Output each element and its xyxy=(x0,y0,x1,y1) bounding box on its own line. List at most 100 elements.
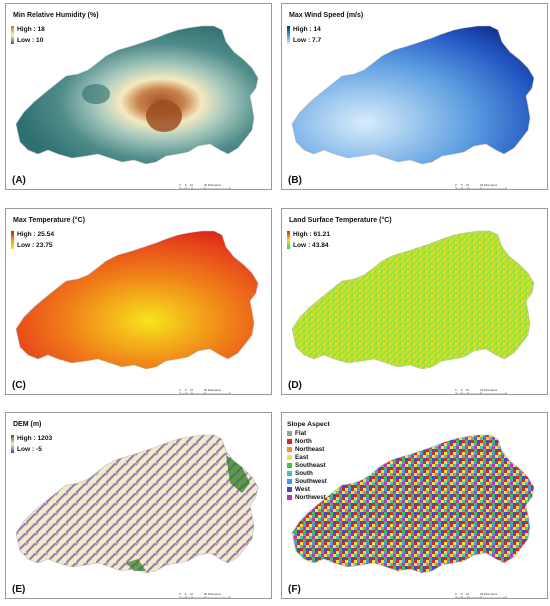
legend-low: Low : 43.84 xyxy=(293,242,329,249)
color-ramp xyxy=(11,26,14,44)
legend-high: High : 25.54 xyxy=(17,231,55,238)
scale-tick-label: 0 xyxy=(179,388,181,392)
map-panel-b: Max Wind Speed (m/s) High : 14 Low : 7.7 0 5… xyxy=(281,3,548,190)
map-panel-a: Min Relative Humidity (%) High : 18 Low : … xyxy=(5,3,272,190)
highland-area xyxy=(126,559,146,571)
scale-bar: 0 5 10 20 Kilometers xyxy=(454,178,524,189)
region-map xyxy=(15,25,259,165)
scale-tick-label: 5 xyxy=(185,183,187,187)
aspect-legend-item: Southeast xyxy=(287,461,330,469)
aspect-swatch xyxy=(287,470,292,476)
legend-low: Low : 10 xyxy=(17,37,44,44)
region-map xyxy=(291,25,535,165)
scale-tick-label: 10 xyxy=(190,388,194,392)
panel-label: (A) xyxy=(12,175,26,186)
legend-high: High : 1203 xyxy=(17,435,53,442)
region-map xyxy=(291,434,535,574)
value-legend: High : 18 Low : 10 xyxy=(11,24,45,46)
region-map xyxy=(15,230,259,370)
legend-high: High : 61.21 xyxy=(293,231,331,238)
aspect-legend-item: Southwest xyxy=(287,477,330,485)
value-legend: High : 61.21 Low : 43.84 xyxy=(287,229,330,251)
map-title: Max Wind Speed (m/s) xyxy=(289,12,364,19)
aspect-label: North xyxy=(295,437,312,445)
humidity-high-area xyxy=(146,100,182,132)
aspect-legend-item: North xyxy=(287,437,330,445)
aspect-legend-item: Flat xyxy=(287,429,330,437)
scale-bar: 0 5 10 20 Kilometers xyxy=(178,178,248,189)
value-legend: High : 1203 Low : -5 xyxy=(11,433,52,455)
aspect-swatch xyxy=(287,494,292,500)
legend-low: Low : -5 xyxy=(17,446,42,453)
scale-tick-label: 5 xyxy=(185,388,187,392)
scale-tick-label: 5 xyxy=(461,388,463,392)
panel-label: (C) xyxy=(12,380,26,391)
scale-tick-label: 0 xyxy=(455,183,457,187)
color-ramp xyxy=(11,435,14,453)
aspect-swatch xyxy=(287,478,292,484)
scale-tick-label: 20 Kilometers xyxy=(204,183,222,187)
scale-tick-label: 20 Kilometers xyxy=(480,183,498,187)
scale-tick-label: 0 xyxy=(179,183,181,187)
panel-label: (D) xyxy=(288,380,302,391)
scale-tick-label: 5 xyxy=(185,592,187,596)
scale-tick-label: 10 xyxy=(190,183,194,187)
highland-area xyxy=(226,455,250,493)
map-panel-f: Slope AspectSlope AspectFlatNorthNorthea… xyxy=(281,412,548,599)
scale-tick-label: 20 Kilometers xyxy=(204,592,222,596)
legend-high: High : 18 xyxy=(17,26,45,33)
scale-tick-label: 0 xyxy=(179,592,181,596)
scale-tick-label: 0 xyxy=(455,592,457,596)
aspect-legend-item: Northwest xyxy=(287,493,330,501)
scale-tick-label: 20 Kilometers xyxy=(204,388,222,392)
aspect-label: South xyxy=(295,469,313,477)
scale-tick-label: 10 xyxy=(190,592,194,596)
region-map xyxy=(291,230,535,370)
value-legend: High : 14 Low : 7.7 xyxy=(287,24,321,46)
map-title: DEM (m) xyxy=(13,421,42,428)
scale-tick-label: 20 Kilometers xyxy=(480,388,498,392)
aspect-legend-item: South xyxy=(287,469,330,477)
district-boundary xyxy=(291,230,535,370)
scale-tick-label: 10 xyxy=(466,388,470,392)
panel-label: (F) xyxy=(288,584,301,595)
aspect-label: Northeast xyxy=(295,445,325,453)
aspect-legend-item: East xyxy=(287,453,330,461)
panel-label: (B) xyxy=(288,175,302,186)
scale-tick-label: 5 xyxy=(461,183,463,187)
scale-bar: 0 5 10 20 Kilometers xyxy=(454,587,524,598)
scale-bar: 0 5 10 20 Kilometers xyxy=(178,587,248,598)
value-legend: High : 25.54 Low : 23.75 xyxy=(11,229,54,251)
map-title: Max Temperature (°C) xyxy=(13,217,85,224)
district-boundary xyxy=(291,434,535,574)
aspect-swatch xyxy=(287,430,292,436)
aspect-legend-item: Northeast xyxy=(287,445,330,453)
legend-low: Low : 23.75 xyxy=(17,242,53,249)
scale-tick-label: 0 xyxy=(455,388,457,392)
aspect-legend-item: West xyxy=(287,485,330,493)
map-panel-e: DEM (m) High : 1203 Low : -5 0 5 10 20 Kilomet… xyxy=(5,412,272,599)
map-panel-d: Land Surface Temperature (°C) High : 61.2… xyxy=(281,208,548,395)
aspect-swatch xyxy=(287,462,292,468)
color-ramp xyxy=(287,231,290,249)
scale-tick-label: 10 xyxy=(466,592,470,596)
scale-tick-label: 20 Kilometers xyxy=(480,592,498,596)
region-map xyxy=(15,434,259,574)
district-boundary xyxy=(15,230,259,370)
panel-label: (E) xyxy=(12,584,26,595)
scale-bar: 0 5 10 20 Kilometers xyxy=(178,383,248,394)
aspect-label: Southeast xyxy=(295,461,326,469)
scale-tick-label: 5 xyxy=(461,592,463,596)
aspect-label: Flat xyxy=(295,429,307,437)
aspect-legend-title: Slope Aspect xyxy=(287,421,330,428)
map-panel-c: Max Temperature (°C) High : 25.54 Low : 23… xyxy=(5,208,272,395)
aspect-legend: Slope Aspect Flat North Northeast East Southe… xyxy=(287,421,330,501)
aspect-swatch xyxy=(287,438,292,444)
color-ramp xyxy=(11,231,14,249)
map-title: Min Relative Humidity (%) xyxy=(13,12,99,19)
district-boundary xyxy=(15,434,259,574)
scale-tick-label: 10 xyxy=(466,183,470,187)
scale-bar: 0 5 10 20 Kilometers xyxy=(454,383,524,394)
district-boundary xyxy=(15,25,259,165)
legend-low: Low : 7.7 xyxy=(293,37,322,44)
